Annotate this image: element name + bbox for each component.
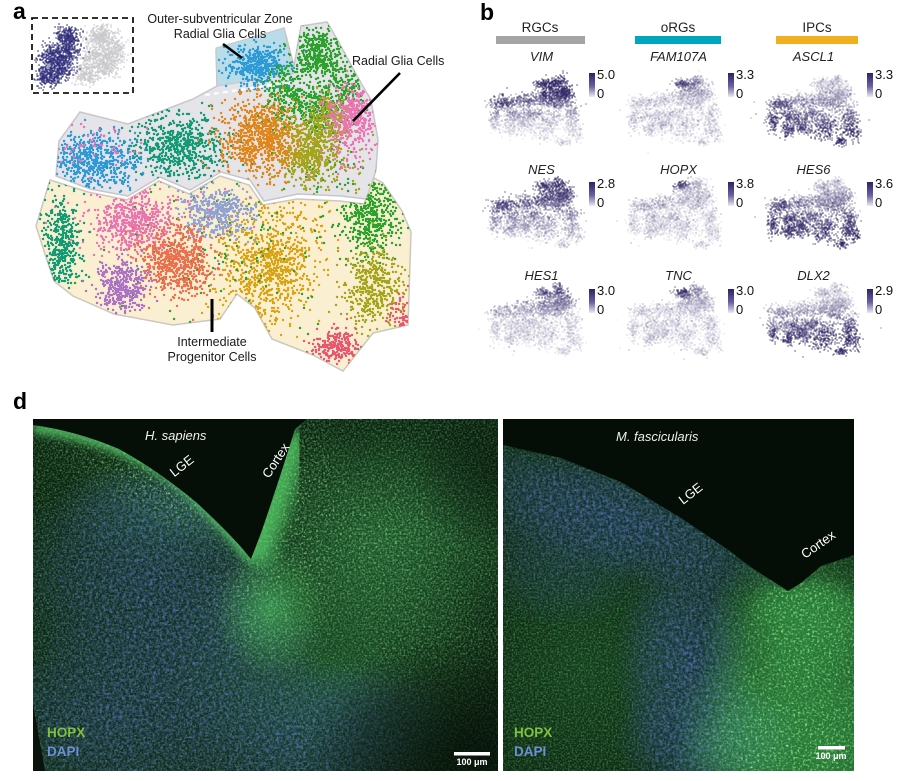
svg-text:M. fascicularis: M. fascicularis: [616, 429, 699, 444]
svg-text:HOPX: HOPX: [514, 725, 552, 740]
svg-text:100 μm: 100 μm: [456, 757, 487, 767]
svg-text:DAPI: DAPI: [514, 744, 546, 759]
svg-text:100 μm: 100 μm: [815, 751, 846, 761]
svg-text:HOPX: HOPX: [47, 725, 85, 740]
svg-text:H. sapiens: H. sapiens: [145, 428, 207, 443]
svg-text:DAPI: DAPI: [47, 744, 79, 759]
